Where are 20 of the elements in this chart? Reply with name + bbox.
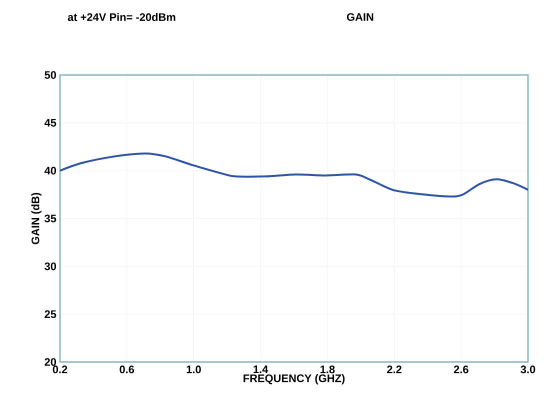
x-tick-label: 2.6 xyxy=(454,366,468,374)
y-axis-title: GAIN (dB) xyxy=(31,192,42,244)
chart-subtitle: at +24V Pin= -20dBm xyxy=(68,12,176,22)
y-tick-label: 45 xyxy=(44,119,56,127)
y-tick-label: 40 xyxy=(44,166,56,175)
y-tick-label: 20 xyxy=(44,358,56,366)
x-tick-label: 3.0 xyxy=(520,366,536,374)
x-tick-label: 1.8 xyxy=(320,366,335,374)
y-tick-label: 50 xyxy=(44,71,56,79)
y-tick-label: 35 xyxy=(44,214,56,222)
x-tick-label: 0.6 xyxy=(120,366,134,374)
x-tick-label: 0.2 xyxy=(52,366,68,374)
y-tick-label: 25 xyxy=(44,310,56,318)
y-tick-label: 30 xyxy=(44,262,56,270)
x-tick-label: 2.2 xyxy=(387,366,402,374)
chart-title: GAIN xyxy=(346,13,374,21)
x-axis-title: FREQUENCY (GHZ) xyxy=(244,374,345,384)
x-tick-label: 1.4 xyxy=(254,366,268,374)
line-series xyxy=(60,152,528,198)
x-tick-label: 1.0 xyxy=(186,366,201,374)
